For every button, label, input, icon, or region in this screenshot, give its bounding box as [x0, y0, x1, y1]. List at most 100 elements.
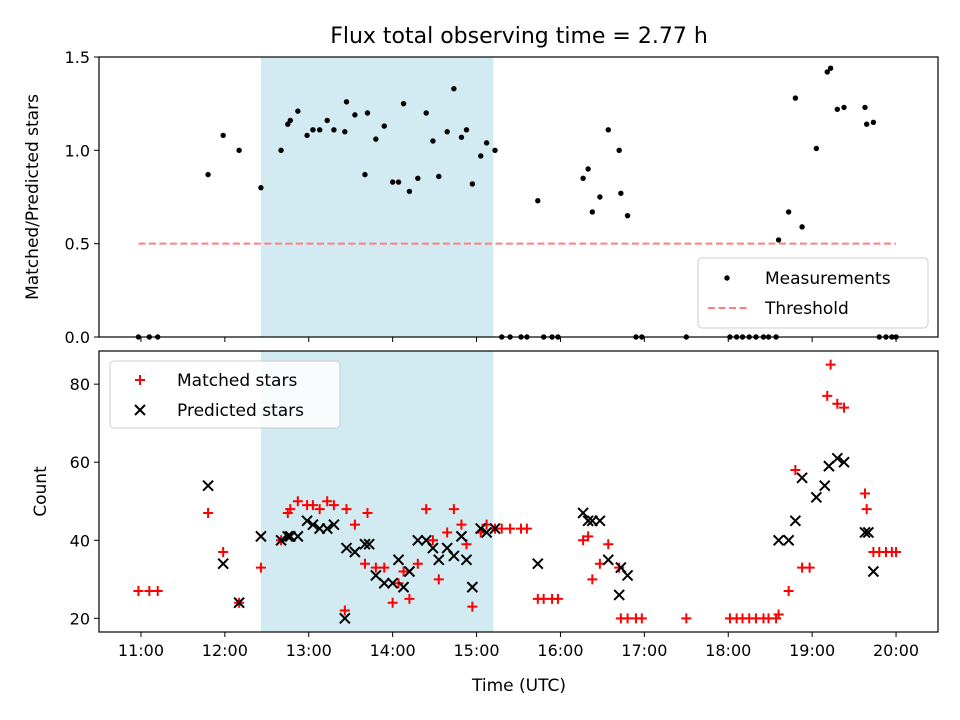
data-point-measurement: [492, 147, 498, 154]
data-point-matched: [804, 562, 815, 573]
data-point-matched: [218, 546, 229, 557]
data-point-predicted: [867, 565, 880, 578]
axes-frame: [98, 56, 939, 338]
data-point-predicted: [292, 530, 304, 543]
data-point-measurement: [863, 121, 870, 127]
y-tick-label: 40: [70, 531, 90, 550]
data-point-matched: [203, 507, 214, 518]
data-point-matched: [521, 523, 532, 534]
data-point-matched: [359, 558, 370, 569]
x-tick-label: 20:00: [873, 641, 919, 660]
data-point-predicted: [577, 507, 589, 519]
data-point-predicted: [602, 554, 614, 566]
data-point-predicted: [789, 515, 802, 527]
legend-label-threshold: Threshold: [764, 299, 849, 319]
data-point-predicted: [282, 530, 294, 543]
x-axis-label: Time (UTC): [471, 676, 566, 696]
data-point-matched: [603, 539, 614, 550]
data-point-matched: [292, 496, 303, 507]
data-point-predicted: [386, 577, 399, 589]
data-point-matched: [783, 586, 794, 597]
data-point-predicted: [307, 518, 319, 531]
data-point-measurement: [316, 127, 323, 133]
data-point-predicted: [359, 538, 371, 550]
legend: Measurements Threshold: [697, 257, 929, 329]
data-point-matched: [891, 546, 902, 557]
data-point-measurement: [331, 127, 337, 133]
data-point-measurement: [862, 104, 868, 111]
data-point-measurement: [792, 95, 799, 101]
data-point-matched: [825, 359, 836, 370]
data-point-measurement: [362, 171, 368, 178]
data-point-predicted: [301, 515, 313, 527]
y-tick-label: 60: [70, 453, 90, 472]
data-point-matched: [433, 574, 444, 585]
data-point-measurement: [483, 140, 490, 146]
data-point-measurement: [589, 209, 596, 215]
chart-title: Flux total observing time = 2.77 h: [330, 24, 708, 49]
data-point-measurement: [444, 128, 450, 135]
data-point-predicted: [460, 554, 473, 566]
data-point-matched: [421, 504, 432, 515]
data-point-matched: [341, 504, 352, 515]
legend-label-measurements: Measurements: [765, 269, 891, 289]
data-point-predicted: [466, 581, 479, 593]
legend-box: [697, 257, 929, 329]
data-point-matched: [398, 566, 409, 577]
data-point-measurement: [278, 147, 284, 154]
data-point-measurement: [841, 104, 847, 111]
data-point-matched: [578, 535, 589, 546]
data-point-matched: [144, 586, 155, 597]
legend-label-predicted: Predicted stars: [177, 401, 304, 421]
data-point-measurement: [834, 106, 841, 112]
data-point-matched: [442, 527, 453, 538]
data-point-matched: [467, 601, 478, 612]
data-point-predicted: [455, 530, 468, 543]
data-point-matched: [307, 500, 318, 511]
data-point-predicted: [321, 522, 333, 535]
data-point-measurement: [343, 99, 350, 105]
data-point-matched: [387, 597, 398, 608]
data-point-predicted: [859, 526, 871, 539]
data-point-predicted: [831, 452, 844, 465]
data-point-predicted: [862, 526, 875, 539]
data-point-measurement: [310, 127, 316, 133]
data-point-matched: [152, 586, 163, 597]
data-point-matched: [622, 613, 633, 624]
y-tick-label: 80: [70, 375, 90, 394]
data-point-matched: [456, 519, 467, 530]
data-point-measurement: [342, 128, 348, 135]
data-point-matched: [339, 605, 350, 616]
data-point-measurement: [451, 86, 457, 92]
legend-label-matched: Matched stars: [177, 371, 297, 391]
x-tick-label: 11:00: [118, 641, 164, 660]
data-point-matched: [255, 562, 266, 573]
data-point-matched: [861, 504, 872, 515]
data-point-measurement: [605, 127, 611, 133]
data-point-matched: [448, 504, 459, 515]
data-point-measurement: [423, 110, 429, 116]
data-point-matched: [587, 574, 598, 585]
data-point-predicted: [582, 515, 594, 527]
data-point-measurement: [616, 147, 622, 154]
data-point-predicted: [255, 530, 267, 543]
data-point-measurement: [436, 173, 442, 180]
data-point-measurement: [364, 110, 371, 116]
shaded-span: [260, 57, 494, 337]
data-point-predicted: [594, 515, 606, 527]
x-tick-label: 12:00: [202, 641, 248, 660]
data-point-measurement: [463, 127, 470, 133]
y-tick-label: 0.5: [65, 235, 90, 254]
data-point-matched: [839, 402, 850, 413]
data-point-measurement: [352, 112, 358, 118]
data-point-measurement: [389, 179, 396, 185]
data-point-measurement: [287, 117, 293, 124]
data-point-predicted: [475, 522, 487, 535]
y-tick-label: 0.0: [65, 328, 90, 347]
data-point-measurement: [324, 117, 330, 124]
data-point-matched: [773, 609, 784, 620]
data-point-measurement: [580, 175, 586, 182]
data-point-measurement: [205, 171, 211, 178]
data-point-matched: [427, 535, 438, 546]
data-point-predicted: [363, 538, 375, 550]
